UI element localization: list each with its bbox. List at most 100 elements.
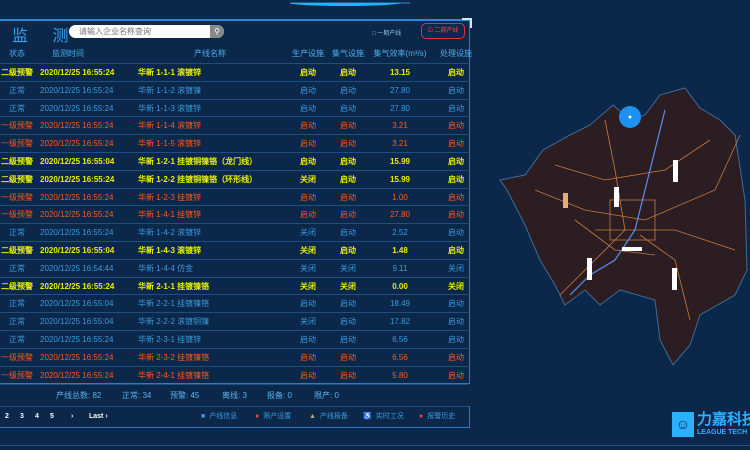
cell-time: 2020/12/25 16:55:24	[40, 281, 115, 291]
table-row[interactable]: 二级预警 2020/12/25 16:55:24 华新 1-2-2 挂镀铜镍铬（环形…	[0, 169, 468, 188]
cell-gas-efficiency: 9.11	[392, 263, 408, 273]
site-markers[interactable]	[563, 160, 678, 290]
table-row[interactable]: 二级预警 2020/12/25 16:55:24 华新 2-1-1 挂镀镍铬 关闭 关闭…	[0, 276, 468, 295]
cell-status: 二级预警	[1, 68, 33, 77]
summary-limit: 限产: 0	[314, 391, 339, 400]
table-row[interactable]: 一级预警 2020/12/25 16:55:24 华新 2-3-2 挂镀镍铬 启动 启动…	[0, 347, 468, 366]
column-header: 监测时间	[52, 49, 84, 58]
cell-line-name: 华新 1-1-5 滚镀锌	[138, 139, 202, 149]
legend-warning-triangle[interactable]: ▲ 产线报备	[309, 407, 348, 427]
cell-gas-efficiency: 18.49	[389, 299, 411, 309]
page-link[interactable]: 3	[20, 413, 24, 420]
table-row[interactable]: 一级预警 2020/12/25 16:55:24 华新 1-1-5 滚镀锌 启动 启动 3…	[0, 134, 468, 152]
search-button[interactable]: ⚲	[210, 25, 224, 38]
cell-treatment-facility: 启动	[448, 299, 464, 309]
cell-time: 2020/12/25 16:55:24	[40, 228, 114, 238]
page-link[interactable]: ›	[71, 413, 74, 420]
cell-treatment-facility: 启动	[448, 246, 464, 255]
cell-gas-efficiency: 15.99	[389, 174, 411, 184]
page-link[interactable]: 2	[5, 413, 9, 420]
cell-time: 2020/12/25 16:55:24	[40, 210, 114, 220]
summary-warning: 预警: 45	[170, 391, 200, 400]
phase1-checkbox[interactable]: □ 一期产线	[372, 31, 402, 37]
cell-line-name: 华新 1-1-4 滚镀锌	[138, 121, 202, 131]
cell-production-facility: 启动	[300, 299, 316, 309]
cell-status: 正常	[9, 103, 25, 113]
cell-treatment-facility: 关闭	[448, 263, 464, 273]
top-glow	[290, 0, 400, 6]
table-row[interactable]: 正常 2020/12/25 16:55:24 华新 2-3-1 挂镀锌 启动 启动 6.5…	[0, 330, 468, 348]
table-row[interactable]: 正常 2020/12/25 16:55:04 华新 2-2-1 挂镀镍铬 启动 启动 18…	[0, 294, 468, 312]
cell-status: 二级预警	[1, 246, 33, 255]
table-row[interactable]: 正常 2020/12/25 16:55:04 华新 2-2-2 滚镀铜镍 关闭 启动 17…	[0, 312, 468, 330]
logo-text-en: LEAGUE TECH	[697, 429, 748, 436]
table-row[interactable]: 正常 2020/12/25 16:55:24 华新 1-4-2 滚镀锌 关闭 启动 2.5…	[0, 223, 468, 241]
legend-alarm-history[interactable]: ● 报警历史	[419, 407, 455, 427]
cell-gas-efficiency: 27.80	[389, 85, 411, 95]
page-link[interactable]: 4	[35, 413, 39, 420]
table-row[interactable]: 二级预警 2020/12/25 16:55:04 华新 1-2-1 挂镀铜镍铬（龙门…	[0, 152, 468, 170]
cell-production-facility: 启动	[300, 352, 316, 362]
cell-status: 二级预警	[1, 157, 33, 166]
cell-gas-facility: 启动	[340, 68, 356, 77]
cell-status: 正常	[9, 228, 25, 238]
footer-bar: 2 3 4 5 › Last › ■ 产线信息 ● 限产设置 ▲ 产线报备 ♿ 实时工况 ● 报警历史	[0, 406, 470, 428]
cell-gas-efficiency: 3.21	[392, 121, 408, 131]
cell-time: 2020/12/25 16:55:24	[40, 370, 114, 380]
cell-time: 2020/12/25 16:55:04	[40, 246, 115, 255]
cell-production-facility: 启动	[300, 335, 316, 344]
column-header: 处理设施	[440, 49, 472, 58]
legend-info[interactable]: ■ 产线信息	[201, 407, 237, 427]
table-row[interactable]: 一级预警 2020/12/25 16:55:24 华新 2-4-1 挂镀镍铬 启动 启动…	[0, 365, 468, 384]
cell-status: 正常	[9, 335, 25, 344]
cell-treatment-facility: 启动	[448, 121, 464, 131]
legend-realtime[interactable]: ♿ 实时工况	[363, 407, 404, 427]
page-link[interactable]: Last ›	[89, 413, 108, 420]
search-icon: ⚲	[214, 27, 220, 36]
cell-status: 二级预警	[1, 174, 33, 184]
cell-status: 一级预警	[1, 370, 33, 380]
search-input[interactable]	[69, 25, 224, 38]
cell-line-name: 华新 1-4-4 仿金	[138, 263, 194, 273]
table-row[interactable]: 一级预警 2020/12/25 16:55:24 华新 1-1-4 滚镀锌 启动 启动 3…	[0, 116, 468, 134]
table-row[interactable]: 正常 2020/12/25 16:55:24 华新 1-1-3 滚镀锌 启动 启动 27.…	[0, 98, 468, 117]
cell-line-name: 华新 2-3-2 挂镀镍铬	[138, 352, 210, 362]
cell-time: 2020/12/25 16:55:24	[40, 139, 114, 149]
cell-line-name: 华新 1-4-3 滚镀锌	[138, 246, 202, 255]
cell-treatment-facility: 启动	[448, 85, 464, 95]
page-link[interactable]: 5	[50, 413, 54, 420]
summary-total: 产线总数: 82	[56, 391, 102, 400]
table-row[interactable]: 二级预警 2020/12/25 16:55:04 华新 1-4-3 滚镀锌 关闭 启动 1…	[0, 241, 468, 259]
cell-line-name: 华新 2-2-1 挂镀镍铬	[138, 299, 210, 309]
column-header: 产线名称	[194, 49, 226, 58]
table-row[interactable]: 二级预警 2020/12/25 16:55:24 华新 1-1-1 滚镀锌 启动 启动 1…	[0, 63, 468, 81]
cell-line-name: 华新 1-1-2 滚镀镍	[138, 85, 202, 95]
phase2-checkbox[interactable]: ☑ 二期产线	[421, 23, 465, 39]
cell-time: 2020/12/25 16:55:24	[40, 352, 114, 362]
cell-gas-facility: 启动	[340, 174, 356, 184]
table-row[interactable]: 一级预警 2020/12/25 16:55:24 华新 1-2-3 挂镀锌 启动 启动 1…	[0, 187, 468, 206]
summary-report: 报备: 0	[267, 391, 292, 400]
cell-status: 一级预警	[1, 352, 33, 362]
cell-time: 2020/12/25 16:55:24	[40, 192, 114, 202]
region-map[interactable]	[495, 80, 750, 375]
realtime-icon: ♿	[363, 413, 372, 420]
cell-line-name: 华新 1-2-3 挂镀锌	[138, 192, 202, 202]
alarm-history-icon: ●	[419, 413, 424, 420]
cell-gas-facility: 启动	[340, 139, 356, 149]
cell-gas-facility: 启动	[340, 370, 356, 380]
cell-production-facility: 关闭	[300, 263, 316, 273]
logo-text-cn: 力嘉科技	[697, 411, 750, 428]
table-row[interactable]: 正常 2020/12/25 16:55:24 华新 1-1-2 滚镀镍 启动 启动 27.…	[0, 80, 468, 99]
legend-limit[interactable]: ● 限产设置	[255, 407, 291, 427]
table-row[interactable]: 一级预警 2020/12/25 16:55:24 华新 1-4-1 挂镀锌 启动 启动 2…	[0, 205, 468, 223]
legend-label: 产线报备	[319, 413, 348, 420]
summary-bar: 产线总数: 82 正常: 34 预警: 45 离线: 3 报备: 0 限产: 0	[0, 384, 468, 406]
cell-line-name: 华新 1-2-1 挂镀铜镍铬（龙门线）	[138, 157, 258, 166]
cell-line-name: 华新 1-1-3 滚镀锌	[138, 103, 202, 113]
cell-treatment-facility: 启动	[448, 139, 464, 149]
cell-treatment-facility: 启动	[448, 68, 464, 77]
table-row[interactable]: 正常 2020/12/25 16:54:44 华新 1-4-4 仿金 关闭 关闭 9.11…	[0, 258, 468, 277]
cell-status: 一级预警	[1, 121, 33, 131]
cell-gas-facility: 启动	[340, 246, 356, 255]
